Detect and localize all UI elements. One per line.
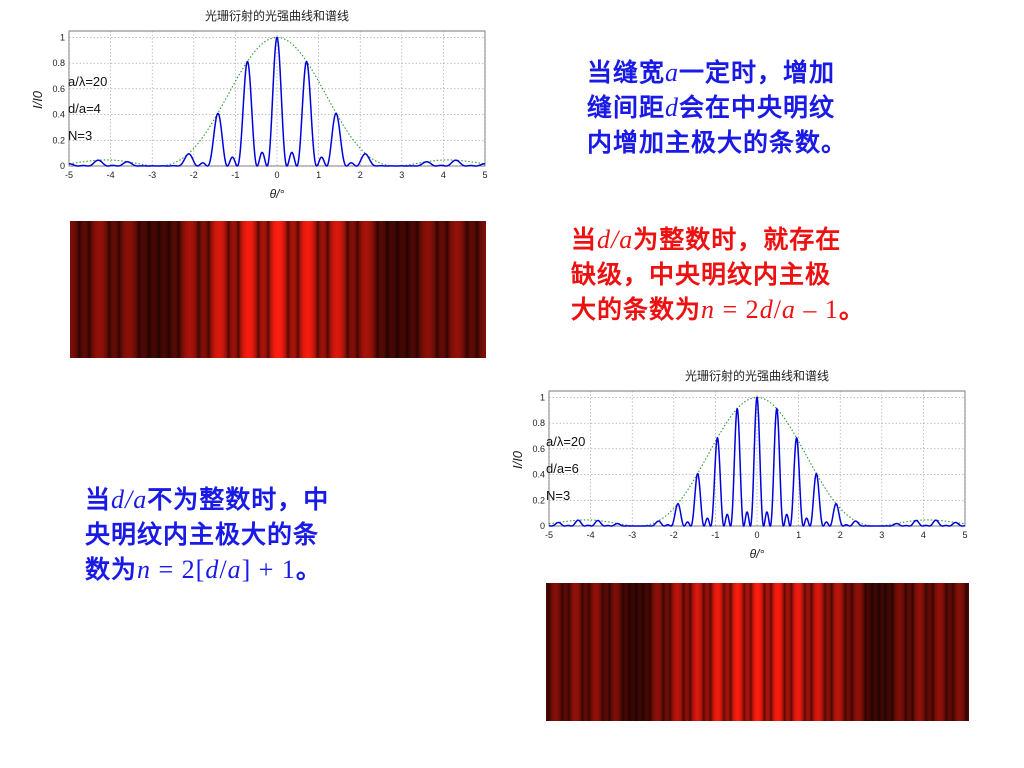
note-2-formula-a: a	[781, 295, 796, 324]
note-increase-slit-spacing: 当缝宽a一定时，增加 缝间距d会在中央明纹 内增加主极大的条数。	[587, 55, 927, 160]
chart-2-title: 光珊衍射的光强曲线和谱线	[685, 368, 829, 383]
x-tick-label: 0	[274, 170, 279, 180]
note-1-line-3: 内增加主极大的条数。	[587, 128, 848, 157]
x-tick-label: 1	[316, 170, 321, 180]
chart-1-annotation-n: N=3	[68, 128, 92, 143]
note-2-formula: – 1	[795, 295, 839, 324]
note-2-line-1: 当d/a为整数时，就存在	[571, 222, 931, 257]
note-1-text: 当缝宽	[587, 58, 666, 87]
y-tick-label: 0.4	[52, 110, 65, 120]
note-1-text: 一定时，增加	[679, 58, 836, 87]
x-tick-label: -2	[190, 170, 198, 180]
spectrum-2-canvas	[546, 583, 969, 721]
note-3-formula-n: n	[137, 555, 152, 584]
y-tick-label: 0.2	[532, 495, 545, 505]
chart-2-annotation-a-lambda: a/λ=20	[546, 434, 585, 449]
x-tick-label: -3	[628, 530, 636, 540]
note-2-text: 。	[838, 295, 865, 324]
x-tick-label: -5	[545, 530, 553, 540]
chart-1: 光珊衍射的光强曲线和谱线 -5 -4 -3 -2 -1 0 1 2 3 4 5 0 0.2 0.4 0.6 0…	[30, 8, 488, 201]
note-integer-ratio: 当d/a为整数时，就存在 缺级，中央明纹内主极 大的条数为n = 2d/a – …	[571, 222, 931, 327]
note-3-text: 。	[295, 555, 322, 584]
note-3-line-2: 央明纹内主极大的条	[85, 520, 320, 549]
x-tick-label: 4	[441, 170, 446, 180]
x-tick-label: 3	[399, 170, 404, 180]
note-3-line-3: 数为n = 2[d/a] + 1。	[85, 552, 415, 587]
note-3-formula-a: a	[227, 555, 242, 584]
intensity-curve	[548, 395, 966, 527]
note-2-text: 大的条数为	[571, 295, 702, 324]
note-1-var-d: d	[665, 93, 680, 122]
chart-2-plot-area: -5 -4 -3 -2 -1 0 1 2 3 4 5 0 0.2 0.4 0.6 0.8 1	[532, 390, 968, 540]
note-3-formula-d: d	[205, 555, 220, 584]
note-3-formula: = 2[	[151, 555, 206, 584]
note-3-text: 数为	[85, 555, 138, 584]
note-1-text: 缝间距	[587, 93, 666, 122]
note-2-formula: = 2	[715, 295, 760, 324]
x-tick-label: -2	[670, 530, 678, 540]
x-tick-label: -1	[231, 170, 239, 180]
note-1-line-2: 缝间距d会在中央明纹	[587, 90, 927, 125]
chart-2-xlabel: θ/°	[750, 547, 765, 561]
note-2-var-ratio: d/a	[597, 225, 634, 254]
chart-1-xlabel: θ/°	[270, 187, 285, 201]
note-3-text: 不为整数时，中	[147, 485, 330, 514]
spectrum-2	[546, 583, 969, 721]
y-tick-label: 0.8	[52, 58, 65, 68]
note-3-text: 当	[85, 485, 112, 514]
chart-1-ylabel: I/I0	[30, 90, 45, 109]
x-tick-label: -3	[148, 170, 156, 180]
y-tick-label: 0.6	[532, 444, 545, 454]
chart-2: 光珊衍射的光强曲线和谱线 -5 -4 -3 -2 -1 0 1 2 3 4 5 0 0.2 0.4 0.6 0…	[510, 368, 968, 561]
chart-1-title: 光珊衍射的光强曲线和谱线	[205, 8, 349, 23]
intensity-curve	[69, 36, 485, 167]
spectrum-1-canvas	[70, 221, 486, 358]
chart-2-annotation-d-a: d/a=6	[546, 461, 579, 476]
x-tick-label: -5	[65, 170, 73, 180]
x-tick-label: 4	[921, 530, 926, 540]
note-non-integer-ratio: 当d/a不为整数时，中 央明纹内主极大的条 数为n = 2[d/a] + 1。	[85, 482, 415, 587]
x-tick-label: 3	[879, 530, 884, 540]
note-1-line-1: 当缝宽a一定时，增加	[587, 55, 927, 90]
x-tick-label: 2	[838, 530, 843, 540]
note-2-line-2: 缺级，中央明纹内主极	[571, 260, 832, 289]
note-2-text: 当	[571, 225, 598, 254]
x-tick-label: 0	[754, 530, 759, 540]
note-2-line-3: 大的条数为n = 2d/a – 1。	[571, 292, 931, 327]
x-tick-label: -4	[587, 530, 595, 540]
note-3-formula: /	[219, 555, 228, 584]
note-2-text: 为整数时，就存在	[633, 225, 842, 254]
spectrum-1	[70, 221, 486, 358]
y-tick-label: 0.8	[532, 418, 545, 428]
y-tick-label: 0.4	[532, 470, 545, 480]
y-tick-label: 0	[60, 161, 65, 171]
y-tick-label: 0.2	[52, 135, 65, 145]
note-2-formula: /	[773, 295, 782, 324]
note-1-text: 会在中央明纹	[679, 93, 836, 122]
chart-1-annotation-d-a: d/a=4	[68, 101, 101, 116]
chart-1-plot-area: -5 -4 -3 -2 -1 0 1 2 3 4 5 0 0.2 0.4 0.6 0.8 1	[52, 30, 488, 180]
x-tick-label: 5	[962, 530, 967, 540]
x-tick-label: 5	[482, 170, 487, 180]
y-tick-label: 1	[540, 392, 545, 402]
note-1-var-a: a	[665, 58, 680, 87]
y-tick-label: 0.6	[52, 84, 65, 94]
x-tick-label: 2	[358, 170, 363, 180]
note-3-line-1: 当d/a不为整数时，中	[85, 482, 415, 517]
note-3-formula: ] + 1	[241, 555, 296, 584]
chart-2-annotation-n: N=3	[546, 488, 570, 503]
y-tick-label: 1	[60, 32, 65, 42]
x-tick-label: -1	[711, 530, 719, 540]
note-2-formula-n: n	[701, 295, 716, 324]
chart-2-ylabel: I/I0	[510, 450, 525, 469]
x-tick-label: 1	[796, 530, 801, 540]
x-tick-label: -4	[107, 170, 115, 180]
note-3-var-ratio: d/a	[111, 485, 148, 514]
chart-1-annotation-a-lambda: a/λ=20	[68, 74, 107, 89]
y-tick-label: 0	[540, 521, 545, 531]
note-2-formula-d: d	[759, 295, 774, 324]
